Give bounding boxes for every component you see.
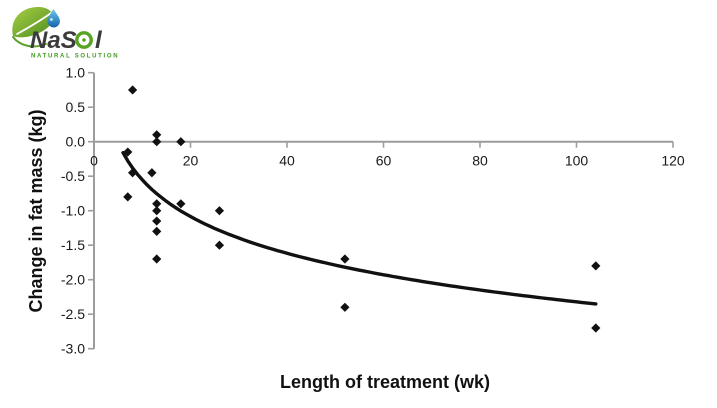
data-point [340,254,350,264]
data-point [340,302,350,312]
x-tick-label: 40 [279,153,295,169]
x-tick-label: 100 [565,153,589,169]
data-point [176,199,186,209]
trend-layer [121,151,598,306]
data-point [152,137,162,147]
y-tick-label: -0.5 [61,168,85,184]
y-tick-label: -2.0 [61,272,85,288]
x-tick-label: 20 [183,153,199,169]
data-point [152,206,162,216]
data-point [591,323,601,333]
x-axis-title: Length of treatment (wk) [280,372,490,392]
brand-text-pre: NaS [30,27,77,54]
data-point [123,192,133,202]
data-point [152,226,162,236]
brand-tagline: NATURAL SOLUTION [31,54,119,60]
x-tick-label: 120 [661,153,685,169]
data-point [152,199,162,209]
y-tick-label: -1.5 [61,237,85,253]
x-tick-label: 60 [376,153,392,169]
x-tick-label: 80 [472,153,488,169]
data-point [214,206,225,216]
brand-o-ring-icon [75,31,93,49]
y-tick-label: -3.0 [61,341,85,357]
tick-label-layer: 1.0 0.5 0.0 -0.5 -1.0 -1.5 -2.0 -2.5 -3.0 0 20 40 60… [61,65,685,357]
brand-o-dot-icon [82,38,86,42]
y-tick-label: 0.0 [66,134,86,150]
y-tick-label: 1.0 [66,65,86,81]
trend-curve [121,151,598,306]
data-point [176,137,186,147]
y-axis-title: Change in fat mass (kg) [26,109,46,312]
data-point [128,85,138,95]
x-tick-label: 0 [90,153,98,169]
data-point [152,130,162,140]
y-tick-label: 0.5 [66,99,86,115]
data-point [152,254,162,264]
droplet-icon [47,9,60,28]
data-point [214,240,225,250]
leaf-icon [12,6,55,48]
droplet-highlight [50,18,53,21]
axes-layer [88,71,674,350]
nasol-logo-graphic: NaS l NATURAL SOLUTION [12,6,119,60]
y-tick-label: -2.5 [61,306,85,322]
y-tick-label: -1.0 [61,203,85,219]
brand-text-post: l [95,27,103,54]
data-point [147,168,157,178]
data-point [128,168,138,178]
nasol-logo: NaS l NATURAL SOLUTION [8,3,126,61]
data-point [591,261,601,271]
data-point [152,216,162,226]
data-point [123,147,133,157]
point-layer [123,85,601,333]
